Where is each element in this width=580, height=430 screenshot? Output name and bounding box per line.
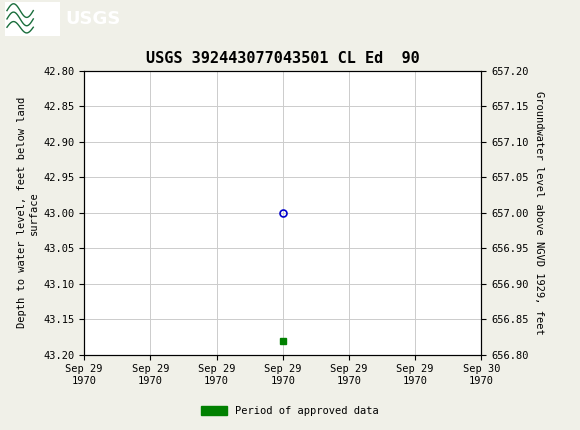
Y-axis label: Depth to water level, feet below land
surface: Depth to water level, feet below land su… <box>17 97 39 329</box>
Legend: Period of approved data: Period of approved data <box>197 402 383 421</box>
Y-axis label: Groundwater level above NGVD 1929, feet: Groundwater level above NGVD 1929, feet <box>534 91 544 335</box>
Bar <box>5 2 60 36</box>
Text: USGS: USGS <box>66 10 121 28</box>
Title: USGS 392443077043501 CL Ed  90: USGS 392443077043501 CL Ed 90 <box>146 51 419 66</box>
